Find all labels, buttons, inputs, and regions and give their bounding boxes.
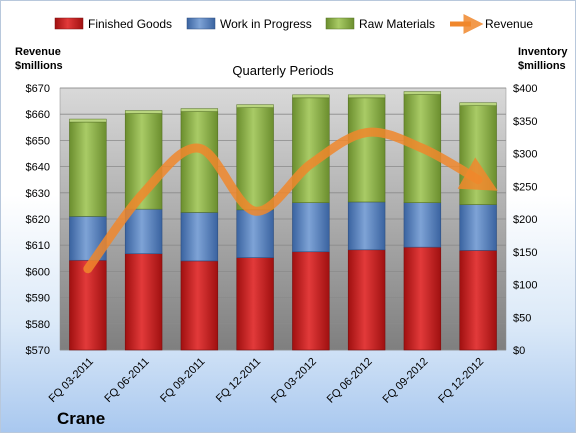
right-axis-title-line1: Inventory <box>518 46 568 58</box>
legend-item-work-in-progress: Work in Progress <box>186 17 312 31</box>
right-tick-label: $400 <box>513 83 537 95</box>
left-tick-label: $580 <box>26 319 50 331</box>
bar-work-in-progress-fq-09-2012 <box>403 202 442 248</box>
legend-label-work-in-progress: Work in Progress <box>220 17 312 31</box>
bar-work-in-progress-fq-12-2012 <box>459 204 497 251</box>
bar-work-in-progress-fq-06-2011 <box>124 208 163 255</box>
legend-item-revenue: Revenue <box>450 14 533 34</box>
right-axis-ticks: $0 $50 $100 $150 $200 $250 $300 $350 $400 <box>513 83 537 357</box>
bar-work-in-progress-fq-09-2011 <box>180 212 219 262</box>
bar-group-fq-06-2012 <box>347 94 386 351</box>
chart-title: Quarterly Periods <box>232 63 334 78</box>
bar-cap-fq-06-2011 <box>124 110 163 114</box>
bar-cap-fq-03-2011 <box>69 118 107 123</box>
bar-cap-fq-12-2011 <box>236 104 274 108</box>
right-tick-label: $250 <box>513 181 537 193</box>
x-axis-ticks: FQ 03-2011 FQ 06-2011 FQ 09-2011 FQ 12-2011… <box>47 356 487 406</box>
left-tick-label: $610 <box>26 240 50 252</box>
right-tick-label: $150 <box>513 247 537 259</box>
stacked-bars <box>69 91 497 351</box>
legend: Finished Goods Work in Progress Raw Mate… <box>54 14 533 34</box>
legend-item-raw-materials: Raw Materials <box>325 17 435 31</box>
x-tick-label: FQ 09-2011 <box>158 356 207 405</box>
revenue-line-path <box>83 127 498 274</box>
bar-raw-materials-fq-06-2012 <box>347 97 386 203</box>
bar-finished-goods-fq-06-2012 <box>347 249 386 351</box>
bar-finished-goods-fq-09-2012 <box>403 246 442 351</box>
right-tick-label: $300 <box>513 149 537 161</box>
bar-raw-materials-fq-03-2011 <box>69 121 107 217</box>
left-tick-label: $670 <box>26 83 50 95</box>
bar-finished-goods-fq-03-2011 <box>69 259 107 351</box>
left-tick-label: $600 <box>26 266 50 278</box>
bar-work-in-progress-fq-12-2011 <box>236 209 274 258</box>
x-tick-label: FQ 03-2012 <box>269 356 319 406</box>
left-tick-label: $650 <box>26 135 50 147</box>
left-tick-label: $570 <box>26 345 50 357</box>
left-tick-label: $620 <box>26 214 50 226</box>
legend-swatch-work-in-progress <box>186 17 216 30</box>
bar-work-in-progress-fq-03-2012 <box>292 202 330 253</box>
left-axis-title-line1: Revenue <box>15 46 61 58</box>
left-axis-ticks: $570 $580 $590 $600 $610 $620 $630 $640 $650 $660… <box>26 83 50 357</box>
bar-finished-goods-fq-12-2011 <box>236 257 274 351</box>
right-tick-label: $0 <box>513 345 525 357</box>
bar-group-fq-09-2012 <box>403 91 442 351</box>
bar-group-fq-03-2012 <box>292 94 330 351</box>
bar-cap-fq-03-2012 <box>292 94 330 99</box>
legend-swatch-raw-materials <box>325 17 355 30</box>
x-tick-label: FQ 12-2011 <box>214 356 263 405</box>
company-name: Crane <box>57 409 105 428</box>
x-tick-label: FQ 09-2012 <box>381 356 431 406</box>
bar-cap-fq-09-2012 <box>403 91 442 95</box>
bar-group-fq-03-2011 <box>69 118 107 351</box>
x-tick-label: FQ 06-2012 <box>325 356 375 406</box>
bar-group-fq-06-2011 <box>124 110 163 351</box>
left-tick-label: $640 <box>26 162 50 174</box>
left-tick-label: $590 <box>26 293 50 305</box>
x-tick-label: FQ 12-2012 <box>436 356 486 406</box>
legend-label-finished-goods: Finished Goods <box>88 17 172 31</box>
bar-finished-goods-fq-09-2011 <box>180 260 219 351</box>
bar-cap-fq-12-2012 <box>459 102 497 106</box>
x-tick-label: FQ 06-2011 <box>102 356 151 405</box>
bar-raw-materials-fq-12-2011 <box>236 107 274 211</box>
bar-finished-goods-fq-03-2012 <box>292 251 330 351</box>
right-axis-title-line2: $millions <box>518 60 566 72</box>
bar-raw-materials-fq-12-2012 <box>459 105 497 205</box>
bar-group-fq-12-2011 <box>236 104 274 351</box>
bar-finished-goods-fq-12-2012 <box>459 250 497 351</box>
bar-group-fq-12-2012 <box>459 102 497 351</box>
right-tick-label: $50 <box>513 312 531 324</box>
x-tick-label: FQ 03-2011 <box>47 356 96 405</box>
bar-work-in-progress-fq-06-2012 <box>347 201 386 251</box>
right-tick-label: $200 <box>513 214 537 226</box>
left-axis-title-line2: $millions <box>15 60 63 72</box>
right-tick-label: $100 <box>513 280 537 292</box>
left-tick-label: $660 <box>26 109 50 121</box>
legend-label-revenue: Revenue <box>485 17 533 31</box>
legend-item-finished-goods: Finished Goods <box>54 17 172 31</box>
bar-cap-fq-09-2011 <box>180 108 219 112</box>
legend-swatch-finished-goods <box>54 17 84 30</box>
left-tick-label: $630 <box>26 188 50 200</box>
bar-finished-goods-fq-06-2011 <box>124 253 163 351</box>
revenue-line <box>83 127 498 274</box>
bar-cap-fq-06-2012 <box>347 94 386 99</box>
right-tick-label: $350 <box>513 116 537 128</box>
legend-label-raw-materials: Raw Materials <box>359 17 435 31</box>
